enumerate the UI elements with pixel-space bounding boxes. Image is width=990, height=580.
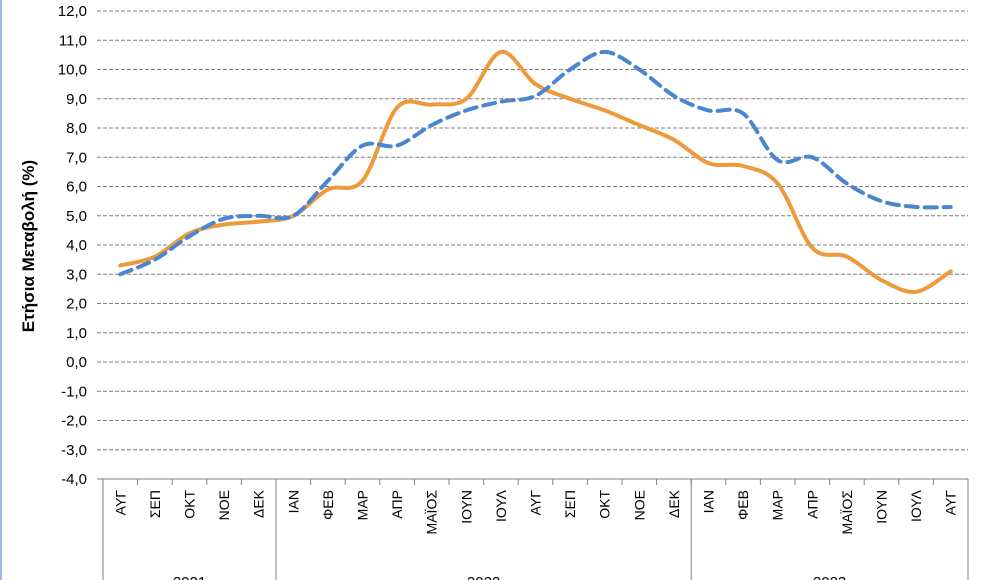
- y-axis-label: Ετήσια Μεταβολή (%): [19, 160, 38, 332]
- x-tick-label: ΙΟΥΛ: [493, 489, 509, 522]
- y-tick-label: 6,0: [66, 179, 87, 196]
- x-tick-label: ΑΥΓ: [943, 490, 959, 516]
- year-label: 2021: [173, 574, 206, 580]
- y-tick-label: 11,0: [59, 32, 87, 49]
- x-tick-label: ΙΟΥΝ: [874, 490, 890, 524]
- x-tick-label: ΔΕΚ: [666, 489, 682, 518]
- y-tick-label: -2,0: [61, 413, 87, 430]
- y-tick-label: 4,0: [66, 237, 87, 254]
- series-line-solid: [118, 49, 953, 294]
- x-tick-label: ΝΟΕ: [631, 490, 647, 520]
- x-tick-label: ΟΚΤ: [597, 490, 613, 519]
- x-tick-label: ΑΥΓ: [112, 490, 128, 516]
- y-tick-label: 12,0: [58, 3, 87, 20]
- y-tick-label: 2,0: [66, 296, 87, 313]
- x-tick-label: ΑΠΡ: [389, 490, 405, 519]
- x-tick-label: ΜΑΪΟΣ: [839, 490, 855, 535]
- x-tick-label: ΝΟΕ: [216, 490, 232, 520]
- x-tick-label: ΔΕΚ: [251, 489, 267, 518]
- x-tick-label: ΜΑΡ: [770, 490, 786, 520]
- x-tick-label: ΑΠΡ: [804, 490, 820, 519]
- x-tick-label: ΙΟΥΛ: [908, 489, 924, 522]
- series-line-dashed: [118, 49, 953, 277]
- x-tick-label: ΙΟΥΝ: [458, 490, 474, 524]
- x-tick-label: ΣΕΠ: [562, 490, 578, 518]
- y-tick-label: 7,0: [66, 149, 87, 166]
- x-tick-label: ΦΕΒ: [735, 490, 751, 520]
- year-label: 2022: [467, 574, 500, 580]
- y-tick-label: -4,0: [61, 471, 87, 488]
- y-tick-label: 1,0: [66, 325, 87, 342]
- y-tick-label: 8,0: [66, 120, 87, 137]
- x-tick-label: ΣΕΠ: [147, 490, 163, 518]
- y-tick-label: 10,0: [58, 62, 87, 79]
- x-tick-label: ΑΥΓ: [528, 490, 544, 516]
- gridlines: [97, 10, 968, 480]
- y-tick-labels: -4,0 -3,0 -2,0 -1,0 0,0 1,0 2,0 3,0 4,0 5,0 6,0 7,0…: [58, 3, 87, 488]
- x-tick-label: ΙΑΝ: [701, 490, 717, 513]
- y-tick-label: 5,0: [66, 208, 87, 225]
- year-label: 2023: [813, 574, 846, 580]
- y-tick-label: 0,0: [66, 354, 87, 371]
- y-tick-label: -1,0: [61, 383, 87, 400]
- x-tick-label: ΜΑΡ: [355, 490, 371, 520]
- x-axis: ΑΥΓ ΣΕΠ ΟΚΤ ΝΟΕ ΔΕΚ ΙΑΝ ΦΕΒ ΜΑΡ ΑΠΡ ΜΑΪΟΣ ΙΟΥΝ ΙΟΥΛ…: [102, 479, 969, 580]
- x-tick-label: ΟΚΤ: [182, 490, 198, 519]
- x-tick-label: ΙΑΝ: [285, 490, 301, 513]
- y-tick-label: 9,0: [66, 91, 87, 108]
- series-lines: [118, 49, 953, 294]
- x-tick-label: ΜΑΪΟΣ: [424, 490, 440, 535]
- y-tick-label: 3,0: [66, 266, 87, 283]
- x-tick-label: ΦΕΒ: [320, 490, 336, 520]
- y-tick-label: -3,0: [61, 442, 87, 459]
